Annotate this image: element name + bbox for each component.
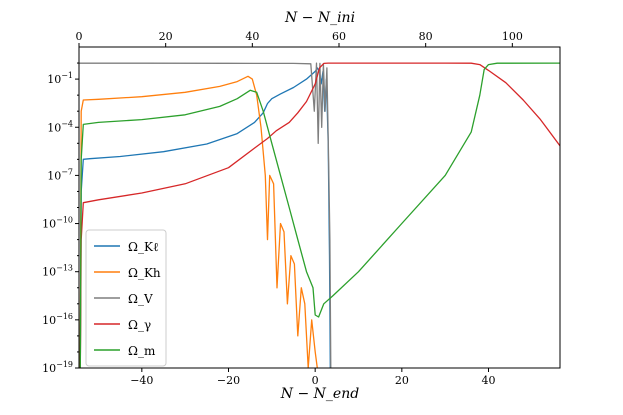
x-tick-label: 20 [395,374,409,387]
x2-tick-label: 80 [419,30,433,43]
x-axis-bottom: −40 −20 0 20 40 [130,368,496,387]
legend-label-0: Ω_Kℓ [128,240,159,254]
y-tick-label: 10−19 [42,360,73,375]
series-line-2 [79,62,332,368]
y-tick-label: 10−10 [42,216,73,231]
y-tick-label: 10−1 [47,71,73,86]
x-tick-label: 0 [312,374,319,387]
series-line-3 [79,62,560,368]
legend: Ω_Kℓ Ω_Kh Ω_V Ω_γ Ω_m [85,229,167,367]
legend-label-4: Ω_m [128,344,156,358]
series-line-4 [79,62,560,368]
legend-box [85,229,167,367]
legend-label-3: Ω_γ [128,318,151,332]
x-tick-label: 40 [482,374,496,387]
x2-tick-label: 60 [332,30,346,43]
x2-tick-label: 20 [159,30,173,43]
legend-label-1: Ω_Kh [128,266,161,280]
series-line-1 [79,75,318,368]
x2-tick-label: 0 [76,30,83,43]
x-axis-label: N − N_end [280,386,359,402]
x2-tick-label: 40 [245,30,259,43]
x-tick-label: −20 [217,374,240,387]
y-tick-label: 10−13 [42,264,73,279]
series-layer [79,62,560,368]
x-axis-top: 0 20 40 60 80 100 [76,30,523,47]
y-tick-label: 10−7 [47,167,73,182]
y-axis: 10−19 10−16 10−13 10−10 10−7 10−4 10−1 [42,62,79,375]
x2-axis-label: N − N_ini [284,10,355,26]
x-tick-label: −40 [130,374,153,387]
y-tick-label: 10−16 [42,312,73,327]
legend-label-2: Ω_V [128,292,153,306]
y-tick-label: 10−4 [47,119,73,134]
x2-tick-label: 100 [502,30,523,43]
